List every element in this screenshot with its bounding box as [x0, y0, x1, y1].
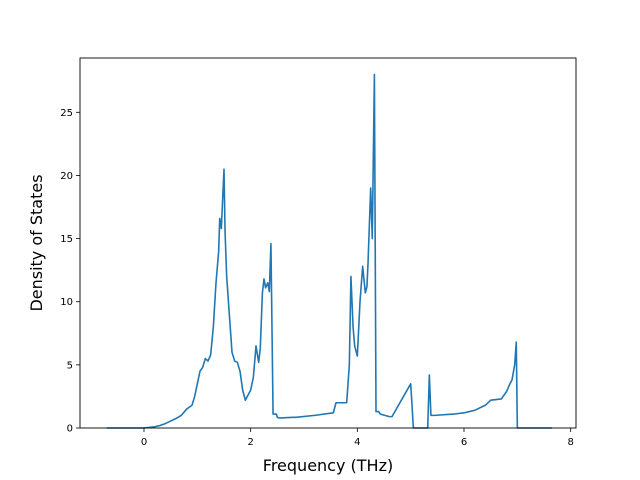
y-tick-label: 5 [67, 360, 73, 371]
y-tick-label: 0 [67, 424, 73, 435]
x-tick-label: 2 [247, 437, 253, 448]
plot-area: 0 2 4 6 8 0 5 10 15 20 25 [60, 57, 577, 448]
y-axis-label: Density of States [27, 174, 46, 311]
y-tick-label: 20 [60, 171, 73, 182]
x-tick-label: 8 [567, 437, 573, 448]
x-tick-label: 0 [141, 437, 147, 448]
x-tick-label: 6 [461, 437, 467, 448]
y-tick-label: 10 [60, 297, 73, 308]
y-axis-ticks: 0 5 10 15 20 25 [60, 108, 80, 435]
x-tick-label: 4 [354, 437, 360, 448]
x-axis-label: Frequency (THz) [263, 456, 393, 475]
axes-frame [79, 57, 577, 429]
y-tick-label: 15 [60, 234, 73, 245]
dos-series-line [106, 73, 552, 429]
y-tick-label: 25 [60, 108, 73, 119]
x-axis-ticks: 0 2 4 6 8 [141, 428, 574, 448]
